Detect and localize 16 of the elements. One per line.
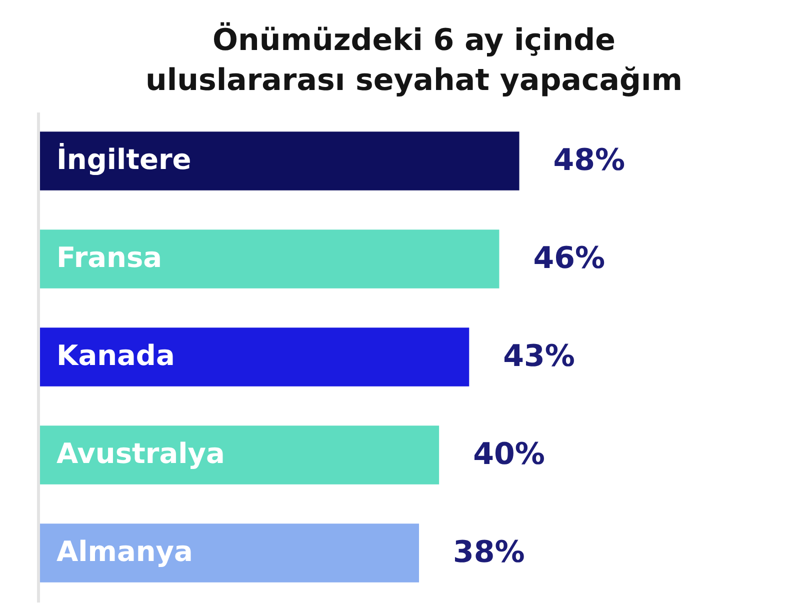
bar [38,524,420,582]
chart-title: Önümüzdeki 6 ay içinde uluslararası seyahat yapacağım [146,22,682,98]
y-tick-label: Almanya [56,535,193,568]
data-label: 38% [453,535,525,570]
y-tick-label: Avustralya [56,437,225,470]
y-tick-label: Fransa [56,241,162,274]
data-label: 40% [473,437,545,472]
data-label: 46% [533,241,606,276]
data-label: 43% [503,339,575,374]
bar [38,230,500,288]
y-tick-label: Kanada [56,339,175,372]
y-tick-label: İngiltere [56,143,192,176]
bar [38,132,520,190]
data-label: 48% [553,143,626,178]
bar [38,328,470,386]
bar [38,426,440,484]
